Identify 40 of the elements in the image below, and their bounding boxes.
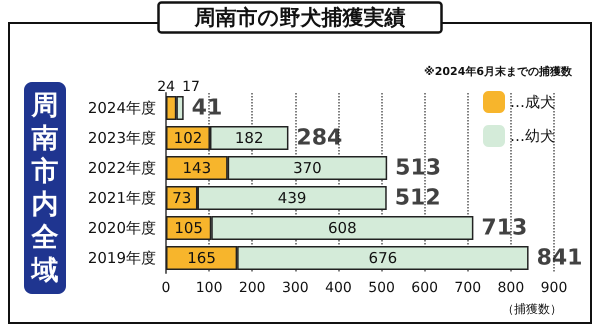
- data-label: 73: [172, 189, 192, 207]
- x-tick-label: 900: [540, 280, 568, 296]
- data-label: 165: [187, 249, 216, 267]
- total-label: 841: [536, 246, 582, 270]
- legend-label: …成犬: [510, 93, 555, 111]
- y-tick-label: 2019年度: [88, 249, 156, 267]
- total-label: 512: [394, 186, 441, 210]
- data-label: 439: [278, 189, 306, 207]
- chart-title: 周南市の野犬捕獲実績: [194, 6, 406, 30]
- x-axis-title: （捕獲数）: [502, 302, 562, 316]
- x-tick-label: 200: [238, 280, 266, 296]
- legend-label: …幼犬: [510, 127, 555, 145]
- x-tick-label: 800: [498, 280, 524, 296]
- x-tick-label: 500: [368, 280, 395, 296]
- data-label: 24: [157, 79, 176, 95]
- y-tick-label: 2022年度: [88, 159, 156, 177]
- x-tick-label: 300: [282, 280, 309, 296]
- data-label: 370: [293, 159, 322, 177]
- total-label: 284: [296, 126, 342, 150]
- total-label: 513: [395, 156, 442, 180]
- y-axis-title: 周南市内全域: [32, 89, 58, 287]
- y-tick-label: 2021年度: [88, 189, 156, 207]
- total-label: 41: [192, 96, 222, 120]
- data-label: 143: [182, 159, 212, 177]
- x-tick-label: 400: [325, 280, 352, 296]
- data-label: 182: [234, 129, 264, 147]
- data-label: 676: [368, 249, 398, 267]
- y-tick-label: 2024年度: [88, 99, 156, 117]
- y-tick-label: 2023年度: [88, 129, 156, 147]
- data-label: 102: [174, 129, 202, 147]
- total-label: 713: [481, 216, 528, 240]
- data-label: 608: [328, 219, 357, 237]
- text: ※2024年6月末までの捕獲数: [424, 65, 573, 78]
- x-tick-label: 100: [196, 280, 222, 296]
- x-tick-label: 0: [162, 280, 170, 296]
- x-tick-label: 700: [454, 280, 482, 296]
- data-label: 105: [174, 219, 203, 237]
- data-label: 17: [182, 79, 200, 95]
- x-tick-label: 600: [411, 280, 438, 296]
- y-tick-label: 2020年度: [88, 219, 156, 237]
